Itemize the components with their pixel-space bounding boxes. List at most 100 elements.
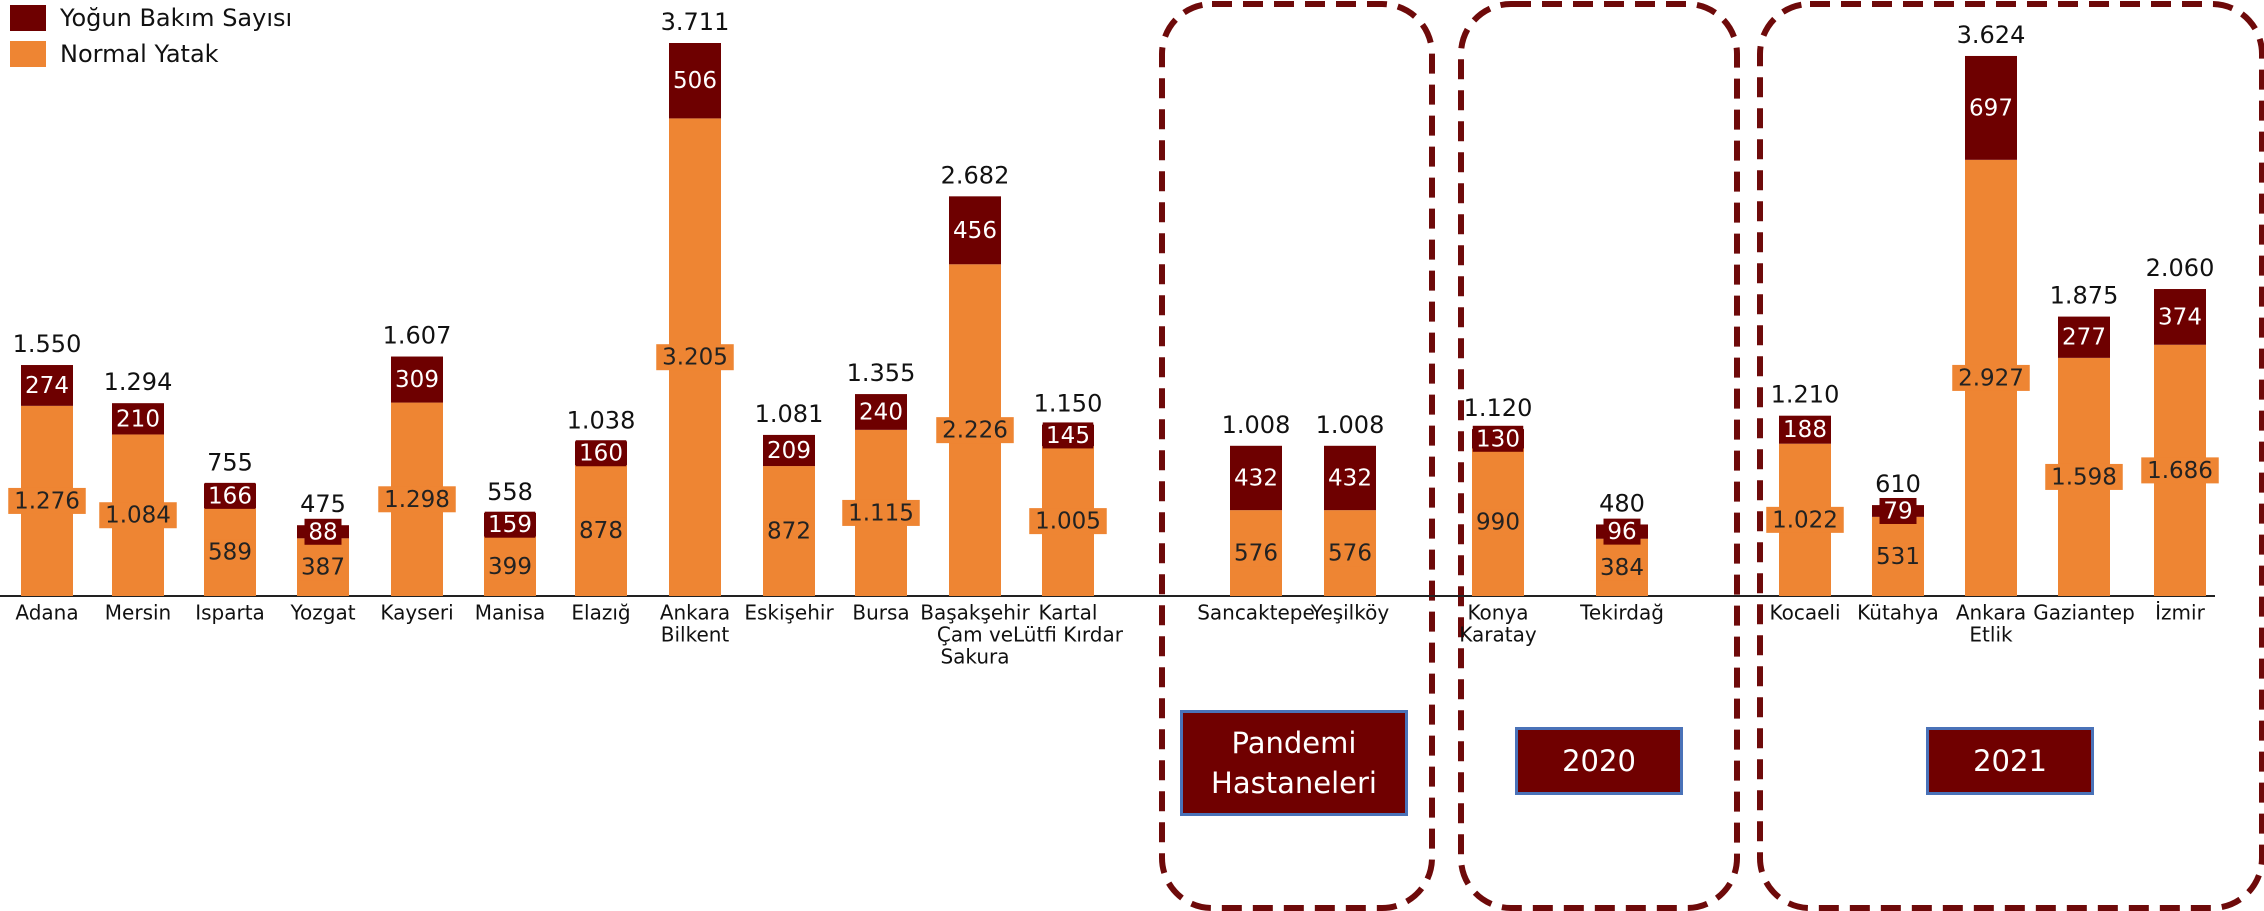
- data-label-normal-bg: [1766, 506, 1844, 533]
- data-label-normal: 1.276: [14, 488, 80, 514]
- data-label-normal: 3.205: [662, 345, 728, 371]
- data-label-normal: 531: [1876, 544, 1920, 570]
- data-label-total: 475: [300, 490, 346, 518]
- group-label-2020: 2020: [1515, 727, 1683, 795]
- data-label-normal: 1.686: [2147, 458, 2213, 484]
- data-label-icu-bg: [1879, 497, 1917, 524]
- data-label-icu: 88: [308, 519, 337, 545]
- data-label-total: 558: [487, 478, 533, 506]
- group-label-2021: 2021: [1926, 727, 2094, 795]
- data-label-icu-bg: [21, 372, 73, 399]
- data-label-total: 1.294: [104, 368, 173, 396]
- x-tick-label: Ankara: [660, 601, 730, 625]
- x-tick-label: Manisa: [475, 601, 545, 625]
- data-label-total: 1.008: [1316, 411, 1385, 439]
- data-label-normal-bg: [1472, 509, 1524, 536]
- data-label-normal: 872: [767, 519, 811, 545]
- legend-label-normal: Normal Yatak: [60, 40, 219, 68]
- data-label-normal: 576: [1234, 541, 1278, 567]
- data-label-icu: 210: [116, 406, 160, 432]
- data-label-icu: 166: [208, 483, 252, 509]
- data-label-total: 3.711: [661, 8, 730, 36]
- data-label-icu-bg: [575, 440, 627, 467]
- data-label-total: 1.875: [2050, 282, 2119, 310]
- data-label-icu: 79: [1883, 498, 1912, 524]
- x-tick-label: Mersin: [105, 601, 171, 625]
- data-label-normal-bg: [2045, 463, 2123, 490]
- data-label-icu-bg: [855, 398, 907, 425]
- data-label-normal-bg: [1324, 540, 1376, 567]
- data-label-total: 1.210: [1771, 381, 1840, 409]
- data-label-icu-bg: [391, 366, 443, 393]
- x-tick-label: Kartal: [1039, 601, 1098, 625]
- data-label-total: 480: [1599, 489, 1645, 517]
- legend-label-icu: Yoğun Bakım Sayısı: [60, 4, 293, 32]
- data-label-normal: 2.927: [1958, 365, 2024, 391]
- data-label-normal: 878: [579, 518, 623, 544]
- data-label-icu-bg: [669, 67, 721, 94]
- legend: Yoğun Bakım Sayısı Normal Yatak: [10, 0, 292, 72]
- data-label-normal: 990: [1476, 510, 1520, 536]
- data-label-icu-bg: [2058, 324, 2110, 351]
- data-label-total: 2.060: [2146, 254, 2215, 282]
- data-label-normal: 384: [1600, 555, 1644, 581]
- data-label-normal-bg: [842, 499, 920, 526]
- data-label-total: 1.355: [847, 359, 916, 387]
- group-frame-1: [1159, 1, 1435, 911]
- data-label-icu: 374: [2158, 304, 2202, 330]
- legend-swatch-icu: [10, 5, 46, 31]
- data-label-normal: 1.022: [1772, 507, 1838, 533]
- data-label-normal: 2.226: [942, 418, 1008, 444]
- data-label-normal-bg: [204, 539, 256, 566]
- data-label-normal-bg: [99, 502, 177, 529]
- x-tick-label: Ankara: [1956, 601, 2026, 625]
- data-label-icu-bg: [763, 437, 815, 464]
- x-tick-label: Bursa: [852, 601, 909, 625]
- data-label-normal-bg: [378, 486, 456, 513]
- data-label-icu-bg: [949, 217, 1001, 244]
- x-tick-label: Sancaktepe: [1197, 601, 1315, 625]
- data-label-icu: 456: [953, 218, 997, 244]
- data-label-icu-bg: [1472, 425, 1524, 452]
- data-label-icu-bg: [2154, 303, 2206, 330]
- data-label-normal: 576: [1328, 541, 1372, 567]
- x-tick-label: Yozgat: [289, 601, 355, 625]
- group-frame-3: [1757, 1, 2264, 911]
- x-tick-label: Bilkent: [661, 623, 730, 647]
- data-label-total: 1.081: [755, 400, 824, 428]
- data-label-normal-bg: [1952, 364, 2030, 391]
- data-label-icu: 309: [395, 367, 439, 393]
- legend-swatch-normal: [10, 41, 46, 67]
- data-label-icu: 432: [1234, 465, 1278, 491]
- data-label-icu: 697: [1969, 95, 2013, 121]
- data-label-normal: 589: [208, 540, 252, 566]
- data-label-icu: 145: [1046, 423, 1090, 449]
- x-tick-label: Yeşilköy: [1310, 601, 1390, 625]
- data-label-normal-bg: [763, 518, 815, 545]
- x-tick-label: Karatay: [1459, 623, 1537, 647]
- x-tick-label: Sakura: [940, 645, 1009, 669]
- x-tick-label: Çam ve: [937, 623, 1013, 647]
- x-tick-label: Gaziantep: [2033, 601, 2135, 625]
- data-label-normal-bg: [484, 553, 536, 580]
- data-label-normal-bg: [575, 517, 627, 544]
- data-label-total: 1.550: [13, 330, 82, 358]
- data-label-icu-bg: [204, 482, 256, 509]
- data-label-normal: 387: [301, 555, 345, 581]
- data-label-normal: 399: [488, 554, 532, 580]
- data-label-total: 2.682: [941, 161, 1010, 189]
- data-label-icu: 188: [1783, 417, 1827, 443]
- data-label-normal-bg: [1872, 543, 1924, 570]
- data-label-icu: 240: [859, 399, 903, 425]
- data-label-normal: 1.115: [848, 500, 914, 526]
- data-label-total: 1.150: [1034, 390, 1103, 418]
- data-label-total: 1.038: [567, 406, 636, 434]
- data-label-icu-bg: [1042, 422, 1094, 449]
- data-label-normal-bg: [1029, 508, 1107, 535]
- data-label-icu-bg: [1230, 464, 1282, 491]
- data-label-total: 1.008: [1222, 411, 1291, 439]
- data-label-icu-bg: [1603, 518, 1641, 545]
- x-tick-label: Başakşehir: [920, 601, 1030, 625]
- x-tick-label: Etlik: [1969, 623, 2013, 647]
